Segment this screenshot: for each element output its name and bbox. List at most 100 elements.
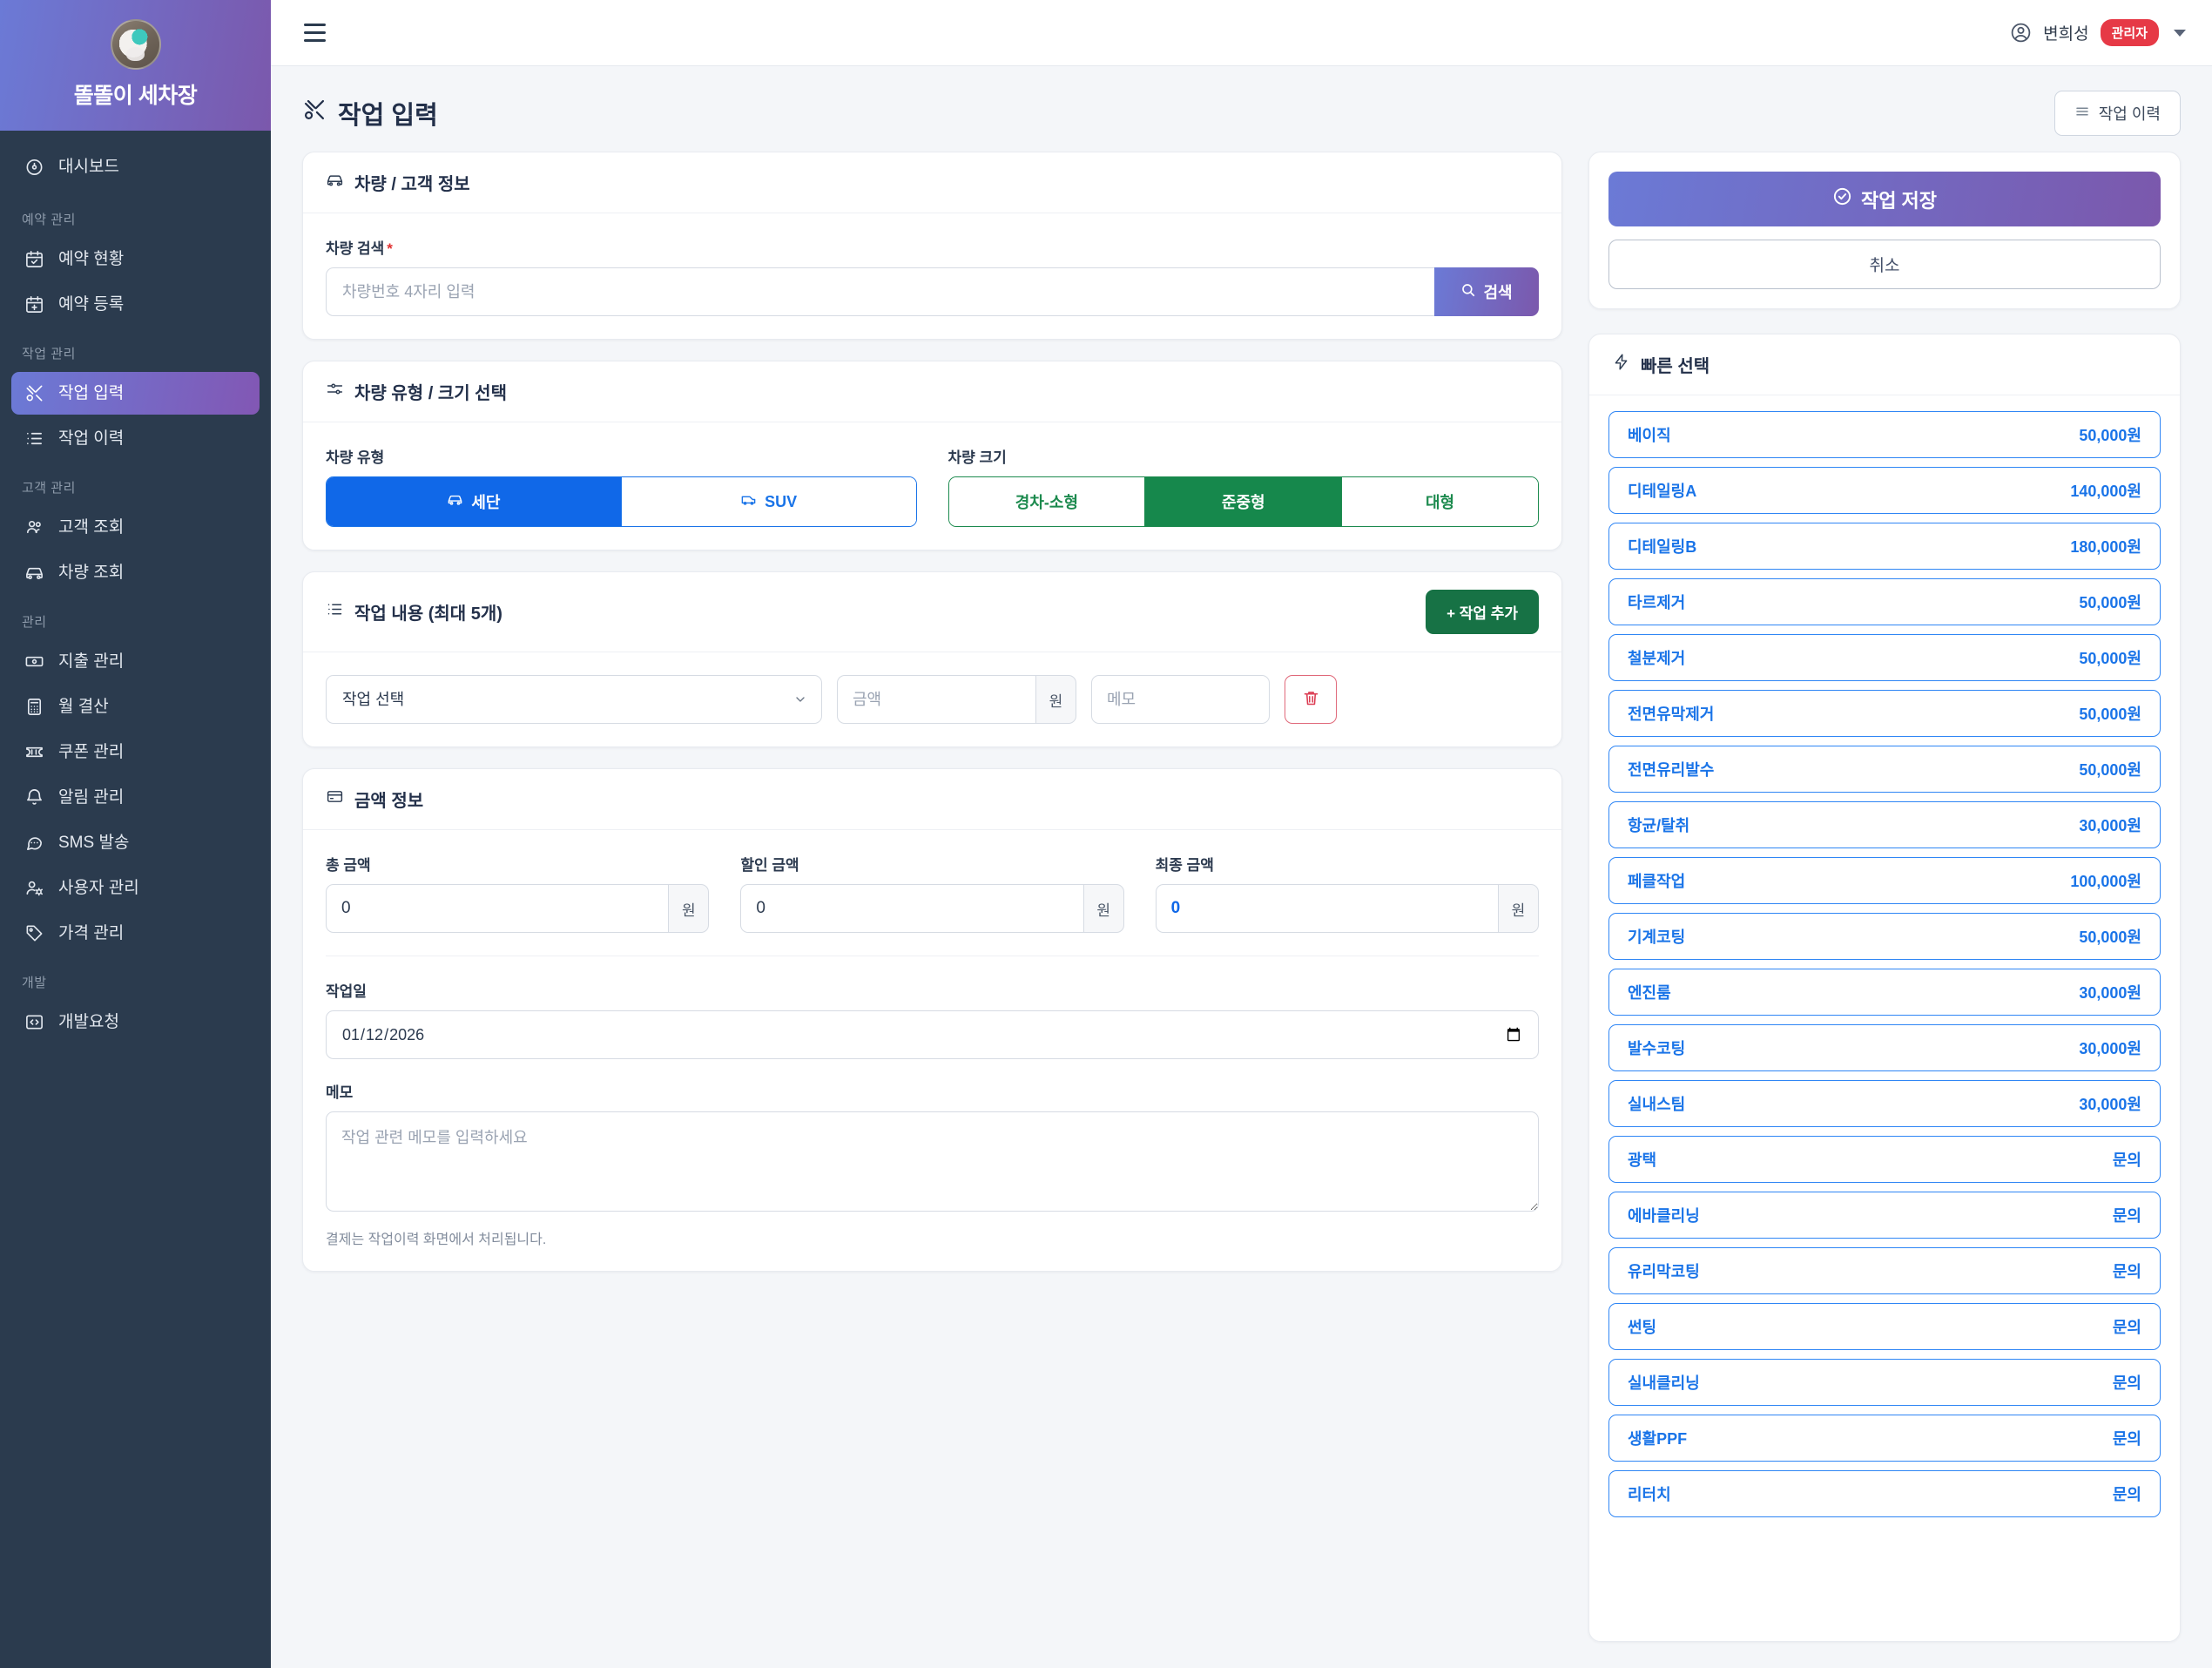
card-title-text: 금액 정보 — [354, 792, 424, 811]
vehicle-customer-card: 차량 / 고객 정보 차량 검색* 검색 — [302, 152, 1562, 340]
hamburger-icon[interactable] — [299, 18, 331, 47]
final-amount-group: 원 — [1155, 884, 1539, 933]
vehicle-search-button-label: 검색 — [1483, 284, 1513, 301]
quick-select-item[interactable]: 디테일링B 180,000원 — [1608, 523, 2161, 570]
sidebar-item-dashboard[interactable]: 대시보드 — [11, 145, 260, 188]
vehicle-size-group: 차량 크기 경차-소형 준중형 대형 — [948, 445, 1539, 527]
vehicle-search-button[interactable]: 검색 — [1434, 267, 1539, 316]
page-title-text: 작업 입력 — [338, 102, 438, 130]
quick-select-item[interactable]: 썬팅 문의 — [1608, 1303, 2161, 1350]
save-task-button[interactable]: 작업 저장 — [1608, 172, 2161, 226]
quick-select-item[interactable]: 유리막코팅 문의 — [1608, 1247, 2161, 1294]
add-task-button[interactable]: + 작업 추가 — [1426, 590, 1539, 634]
sidebar-item-label: 쿠폰 관리 — [58, 743, 125, 761]
work-date-input[interactable] — [326, 1010, 1539, 1059]
sidebar-item-task-history[interactable]: 작업 이력 — [11, 417, 260, 460]
quick-select-item[interactable]: 철분제거 50,000원 — [1608, 634, 2161, 681]
quick-select-item[interactable]: 전면유리발수 50,000원 — [1608, 746, 2161, 793]
quick-select-item[interactable]: 타르제거 50,000원 — [1608, 578, 2161, 625]
vehicle-type-option-label: 세단 — [471, 494, 501, 511]
quick-select-item[interactable]: 리터치 문의 — [1608, 1470, 2161, 1517]
dashboard-icon — [24, 156, 45, 178]
vehicle-size-option-compact[interactable]: 경차-소형 — [948, 477, 1146, 526]
total-amount-label: 총 금액 — [326, 857, 371, 874]
chevron-down-icon[interactable] — [2174, 29, 2186, 37]
quick-select-item[interactable]: 베이직 50,000원 — [1608, 411, 2161, 458]
task-history-button[interactable]: 작업 이력 — [2054, 91, 2181, 136]
quick-select-item[interactable]: 기계코팅 50,000원 — [1608, 913, 2161, 960]
quick-item-name: 타르제거 — [1628, 594, 1686, 611]
sidebar-item-label: 사용자 관리 — [58, 879, 139, 897]
task-select[interactable]: 작업 선택 — [326, 675, 822, 724]
total-amount-input[interactable] — [326, 884, 669, 933]
vehicle-type-option-sedan[interactable]: 세단 — [327, 477, 622, 526]
quick-item-name: 항균/탈취 — [1628, 817, 1690, 834]
final-amount-input[interactable] — [1155, 884, 1498, 933]
quick-select-item[interactable]: 발수코팅 30,000원 — [1608, 1024, 2161, 1071]
sidebar-item-vehicle-search[interactable]: 차량 조회 — [11, 551, 260, 594]
quick-item-name: 실내스팀 — [1628, 1096, 1686, 1113]
quick-select-item[interactable]: 페클작업 100,000원 — [1608, 857, 2161, 904]
work-date-wrapper: 작업일 — [326, 979, 1539, 1059]
sidebar-item-reservation-status[interactable]: 예약 현황 — [11, 238, 260, 280]
sidebar-item-coupon[interactable]: 쿠폰 관리 — [11, 731, 260, 773]
quick-item-price: 문의 — [2112, 1486, 2141, 1503]
vehicle-size-option-large[interactable]: 대형 — [1342, 477, 1538, 526]
quick-item-name: 유리막코팅 — [1628, 1263, 1700, 1280]
task-memo-input[interactable] — [1091, 675, 1270, 724]
quick-select-item[interactable]: 생활PPF 문의 — [1608, 1415, 2161, 1462]
sidebar-item-customer-search[interactable]: 고객 조회 — [11, 506, 260, 549]
task-history-button-label: 작업 이력 — [2098, 105, 2161, 123]
vehicle-type-card: 차량 유형 / 크기 선택 차량 유형 세단 — [302, 361, 1562, 550]
quick-item-name: 발수코팅 — [1628, 1040, 1686, 1057]
role-badge: 관리자 — [2100, 19, 2159, 46]
total-amount-group: 원 — [326, 884, 710, 933]
page-header: 작업 입력 작업 이력 — [271, 66, 2212, 152]
quick-select-item[interactable]: 에바클리닝 문의 — [1608, 1192, 2161, 1239]
sidebar-item-reservation-register[interactable]: 예약 등록 — [11, 283, 260, 326]
sidebar-section-reservation: 예약 관리 — [22, 213, 76, 227]
sidebar-item-notification[interactable]: 알림 관리 — [11, 776, 260, 819]
vehicle-size-segmented: 경차-소형 준중형 대형 — [948, 476, 1539, 527]
quick-select-item[interactable]: 광택 문의 — [1608, 1136, 2161, 1183]
sidebar-item-user-management[interactable]: 사용자 관리 — [11, 867, 260, 909]
cancel-button[interactable]: 취소 — [1608, 240, 2161, 289]
sidebar-item-label: 작업 입력 — [58, 384, 125, 402]
sidebar-item-dev-request[interactable]: 개발요청 — [11, 1001, 260, 1043]
quick-item-price: 140,000원 — [2070, 483, 2141, 500]
task-amount-input[interactable] — [837, 675, 1035, 724]
card-title-text: 차량 / 고객 정보 — [354, 175, 470, 194]
quick-select-item[interactable]: 디테일링A 140,000원 — [1608, 467, 2161, 514]
sidebar-item-task-input[interactable]: 작업 입력 — [11, 372, 260, 415]
memo-textarea[interactable] — [326, 1111, 1539, 1212]
final-amount-label: 최종 금액 — [1155, 857, 1214, 874]
sidebar-item-expense[interactable]: 지출 관리 — [11, 640, 260, 683]
card-title-text: 차량 유형 / 크기 선택 — [354, 384, 507, 403]
quick-select-item[interactable]: 엔진룸 30,000원 — [1608, 969, 2161, 1016]
sidebar-item-label: 작업 이력 — [58, 429, 125, 448]
vehicle-type-option-suv[interactable]: SUV — [621, 477, 916, 526]
total-amount-cell: 총 금액 원 — [326, 853, 710, 933]
quick-item-name: 광택 — [1628, 1151, 1657, 1169]
sidebar-item-price-management[interactable]: 가격 관리 — [11, 912, 260, 955]
discount-amount-input[interactable] — [740, 884, 1083, 933]
sidebar: 똘똘이 세차장 대시보드 예약 관리 예약 현황 예약 등록 작업 관리 작업 … — [0, 0, 271, 1668]
quick-select-item[interactable]: 항균/탈취 30,000원 — [1608, 801, 2161, 848]
user-menu[interactable]: 변희성 관리자 — [2010, 19, 2186, 46]
quick-item-name: 페클작업 — [1628, 873, 1686, 890]
card-title-text: 작업 내용 (최대 5개) — [354, 604, 502, 624]
card-title: 빠른 선택 — [1612, 352, 1710, 377]
card-body: 차량 유형 세단 SUV — [303, 422, 1561, 550]
list-icon — [326, 600, 344, 624]
quick-select-item[interactable]: 전면유막제거 50,000원 — [1608, 690, 2161, 737]
quick-select-item[interactable]: 실내스팀 30,000원 — [1608, 1080, 2161, 1127]
vehicle-search-input[interactable] — [326, 267, 1434, 316]
sidebar-item-sms[interactable]: SMS 발송 — [11, 821, 260, 864]
brand-title: 똘똘이 세차장 — [73, 84, 198, 108]
sidebar-item-monthly-settlement[interactable]: 월 결산 — [11, 685, 260, 728]
quick-select-item[interactable]: 실내클리닝 문의 — [1608, 1359, 2161, 1406]
delete-task-button[interactable] — [1285, 675, 1337, 724]
quick-item-price: 100,000원 — [2070, 873, 2141, 890]
vehicle-size-option-midsize[interactable]: 준중형 — [1145, 477, 1343, 526]
sidebar-item-label: 지출 관리 — [58, 652, 125, 671]
